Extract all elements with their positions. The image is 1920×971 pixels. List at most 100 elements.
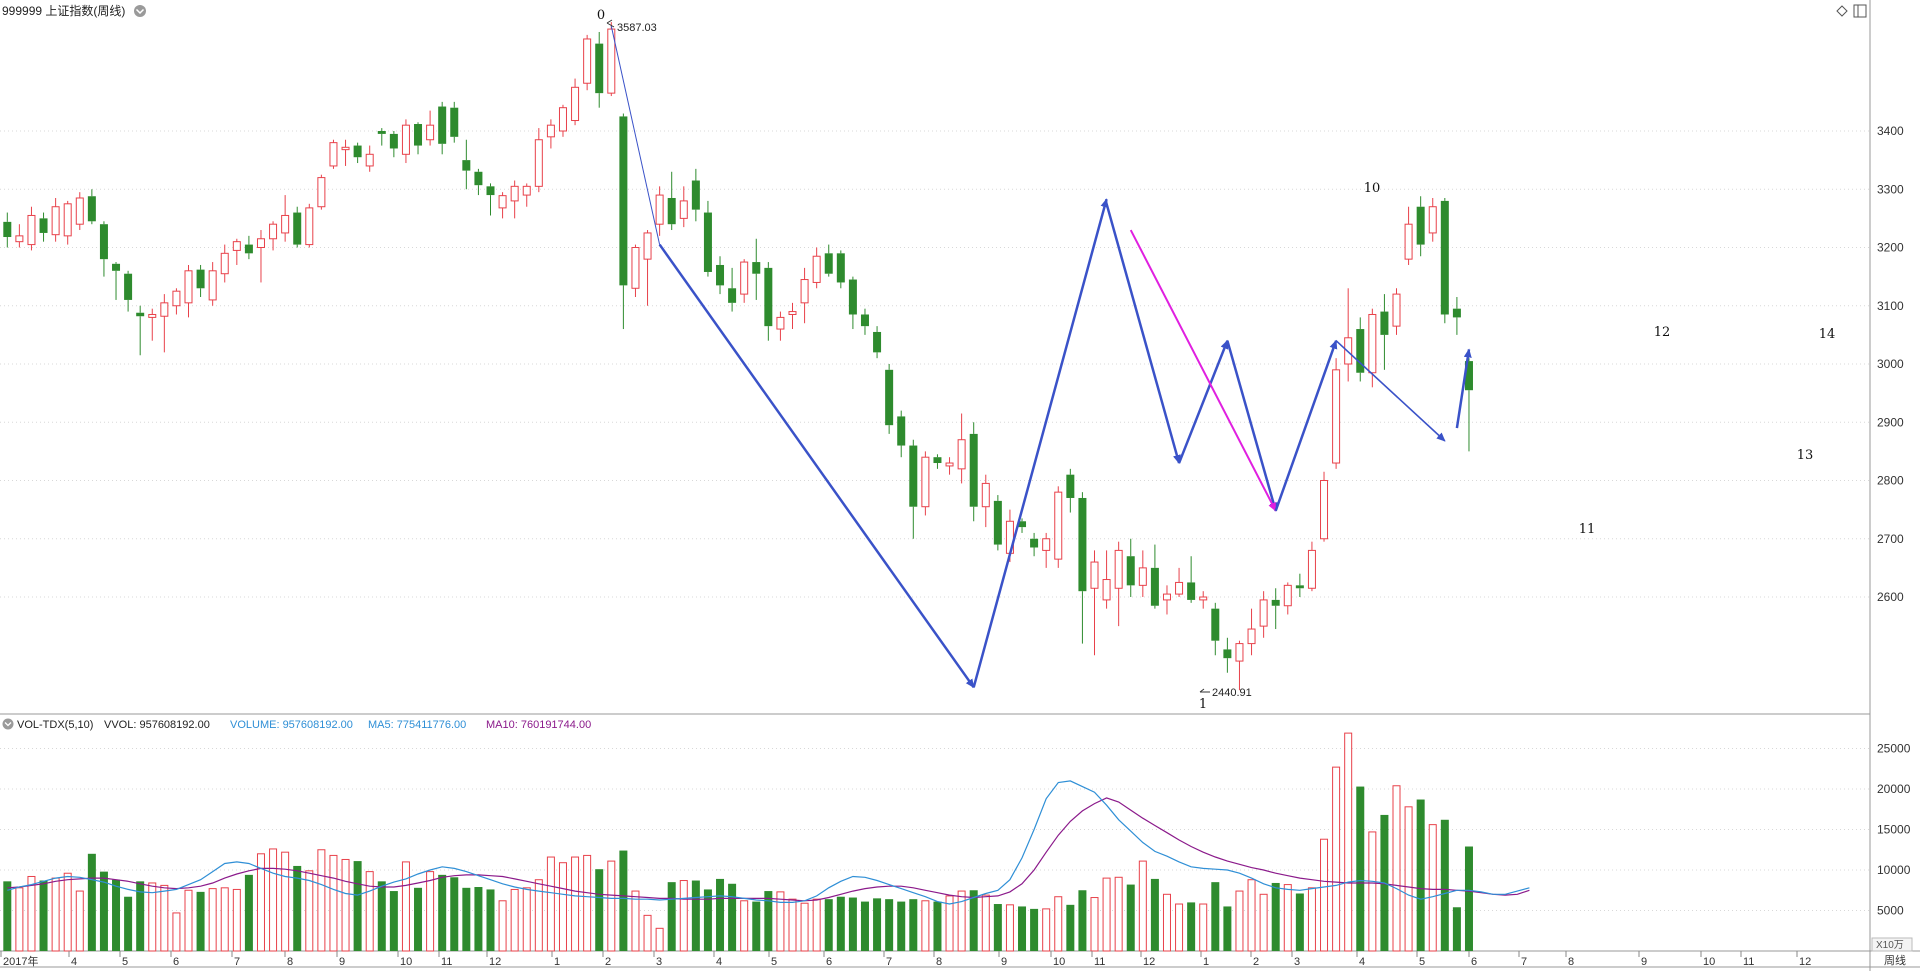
volume-bar [148,882,157,952]
candle-body [486,186,495,196]
candle [836,250,845,289]
diamond-icon[interactable] [1836,5,1848,17]
period-button[interactable]: 周线 [1884,953,1906,967]
volume-bar [655,927,664,952]
volume-bar [909,899,918,951]
volume-tick-label: 10000 [1877,863,1911,877]
volume-dropdown-icon[interactable] [2,718,14,730]
volume-bar [571,856,580,952]
candle [631,244,640,298]
volume-bar [1235,890,1244,952]
candle [921,451,930,516]
candle [583,34,592,91]
volume-bar [848,897,857,951]
candle [63,200,72,245]
volume-bar [136,881,145,951]
date-tick-label: 10 [1053,956,1065,968]
collapse-panel-icon[interactable] [1853,4,1867,18]
candle-body [269,223,278,240]
candle-body [317,177,326,208]
volume-bar [631,890,640,952]
candle [401,119,410,164]
volume-indicator-name: VOL-TDX(5,10) [17,719,93,731]
high-value-label: 3587.03 [617,22,657,34]
candle-body [1428,206,1437,234]
volume-bar [1452,907,1461,951]
candle-body [764,267,773,327]
candle [1392,288,1401,335]
volume-bar [184,889,193,952]
candle-body [136,312,145,317]
candle-body [353,145,362,158]
candle [655,186,664,236]
candle-body [1416,206,1425,245]
price-tick-label: 2600 [1877,590,1904,604]
candle-body [1464,361,1473,391]
candle [1307,541,1316,592]
volume-bar [860,901,869,951]
candle-body [740,261,749,295]
date-tick-label: 8 [1568,956,1574,968]
candle [438,101,447,155]
wave-line-11-12 [1274,339,1338,512]
candle [39,212,48,242]
candle-body [691,180,700,210]
candle [534,128,543,193]
date-tick-label: 11 [1094,956,1105,968]
candle-body [1066,474,1075,498]
candle-body [281,214,290,234]
volume-bar [679,880,688,952]
candle-body [1392,293,1401,327]
wave-line-down-1 [1105,203,1181,464]
candle [1042,532,1051,568]
volume-bar [317,849,326,952]
candle-body [112,263,121,271]
volume-bar [1368,831,1377,952]
volume-bar [993,904,1002,951]
candle [1223,637,1232,673]
date-tick-label: 10 [400,956,412,968]
candle-body [1380,311,1389,335]
candle-body [571,86,580,122]
volume-bar [583,854,592,952]
candle-body [3,221,12,238]
candle-body [148,313,157,318]
candle [679,186,688,228]
candle-body [474,171,483,186]
candle-body [365,153,374,167]
volume-bar [1126,884,1135,951]
volume-bar [1078,890,1087,951]
date-tick-label: 4 [716,956,722,968]
candle [643,230,652,306]
volume-bar [788,898,797,952]
title-dropdown-icon[interactable] [134,5,146,17]
volume-bar [1162,893,1171,952]
date-tick-label: 7 [886,956,892,968]
candle [377,128,386,146]
candle [969,422,978,522]
candle-body [1054,491,1063,560]
candle [764,262,773,341]
volume-bar [450,877,459,951]
candle [341,139,350,166]
volume-bar [87,853,96,951]
volume-bar [546,856,555,952]
volume-bar [63,872,72,952]
candle-body [1042,538,1051,551]
volume-bar [1150,878,1159,951]
volume-bar [389,891,398,951]
volume-ma5-line [7,780,1530,905]
volume-bar [776,891,785,952]
candle [136,305,145,356]
candle [208,262,217,306]
wave-lines [606,19,1472,693]
candle-body [1126,556,1135,586]
candle [3,212,12,248]
candle [800,267,809,324]
wave-line-0-1-thin [610,26,661,245]
volume-bar [812,898,821,952]
candle-body [752,262,761,274]
date-tick-label: 11 [1743,956,1754,968]
volume-bar [1247,879,1256,952]
